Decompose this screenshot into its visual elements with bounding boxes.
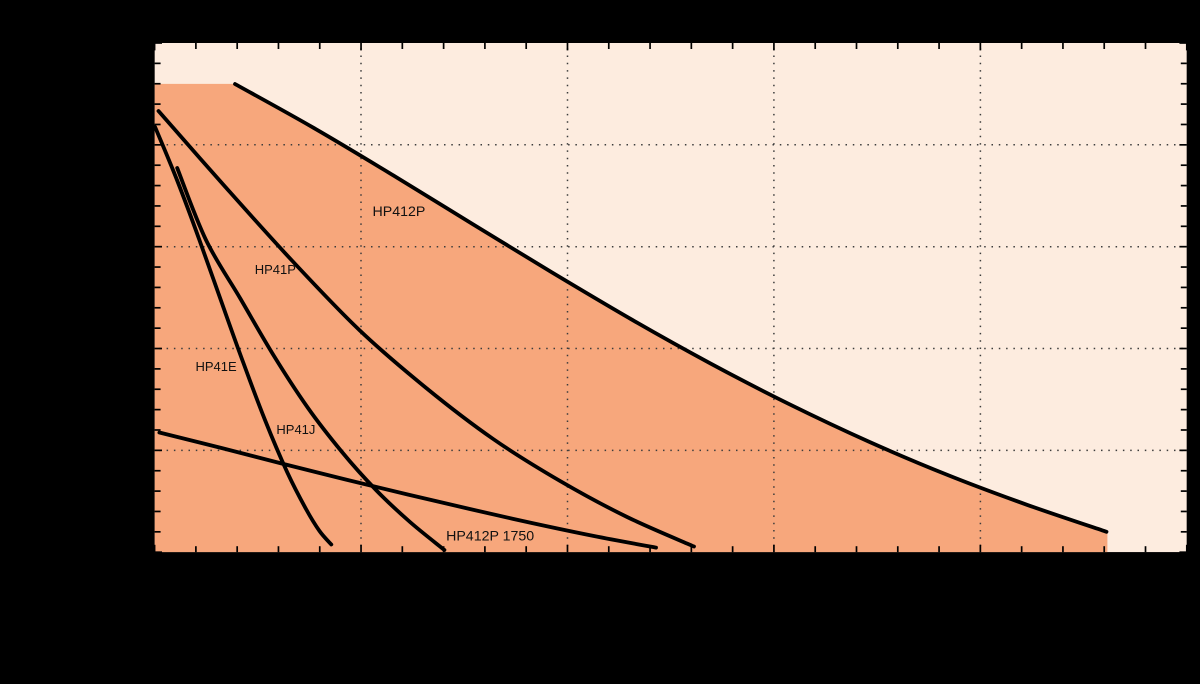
svg-text:HP412P 1750: HP412P 1750 — [446, 529, 534, 545]
svg-text:HP412P: HP412P — [373, 204, 426, 220]
svg-text:HP41J: HP41J — [276, 422, 315, 437]
svg-text:HP41P: HP41P — [255, 262, 296, 277]
svg-text:HP41E: HP41E — [196, 359, 238, 374]
